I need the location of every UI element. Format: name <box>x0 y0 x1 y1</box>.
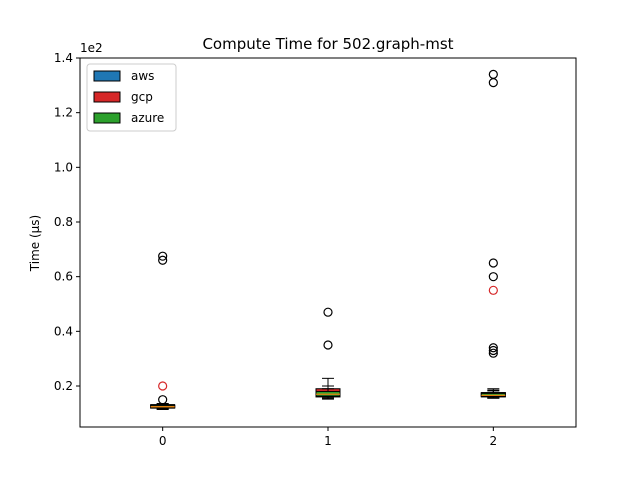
legend-swatch-aws <box>93 70 121 82</box>
outlier-point <box>323 307 333 317</box>
y-tick-label: 1.2 <box>54 106 73 120</box>
outlier-point <box>488 348 498 358</box>
y-tick-label: 0.6 <box>54 270 73 284</box>
legend: aws gcp azure <box>86 63 177 132</box>
x-tick-label: 2 <box>490 434 498 448</box>
outlier-point <box>488 77 498 88</box>
legend-swatch-azure <box>93 112 121 124</box>
plot-area-frame <box>79 57 577 428</box>
legend-swatch-gcp <box>93 91 121 103</box>
x-tick-label: 0 <box>159 434 167 448</box>
y-tick-label: 0.8 <box>54 215 73 229</box>
box-series <box>150 69 506 411</box>
outlier-point <box>158 381 168 391</box>
outlier-point <box>488 258 498 268</box>
x-tick-label: 1 <box>324 434 332 448</box>
outlier-point <box>488 272 498 282</box>
box-azure-0 <box>150 403 176 410</box>
outlier-point <box>158 255 168 265</box>
legend-label-aws: aws <box>131 69 154 83</box>
y-tick-label: 0.2 <box>54 379 73 393</box>
y-tick-label: 1.4 <box>54 51 73 65</box>
outlier-point <box>488 343 498 353</box>
series-azure <box>150 388 506 410</box>
legend-label-gcp: gcp <box>131 90 153 104</box>
outlier-point <box>158 251 168 261</box>
y-axis-ticks: 0.2 0.4 0.6 0.8 1.0 1.2 1.4 <box>54 51 80 393</box>
y-axis-offset-text: 1e2 <box>80 41 103 55</box>
y-tick-label: 1.0 <box>54 160 73 174</box>
outlier-point <box>488 285 498 295</box>
outlier-point <box>488 345 498 356</box>
box-azure-1 <box>315 388 341 399</box>
x-axis-ticks: 0 1 2 <box>159 427 497 448</box>
legend-label-azure: azure <box>131 111 164 125</box>
box-azure-2 <box>480 390 506 399</box>
outlier-point <box>323 340 333 350</box>
y-tick-label: 0.4 <box>54 324 73 338</box>
y-axis-label: Time (µs) <box>28 215 42 272</box>
chart-title: Compute Time for 502.graph-mst <box>202 35 453 53</box>
